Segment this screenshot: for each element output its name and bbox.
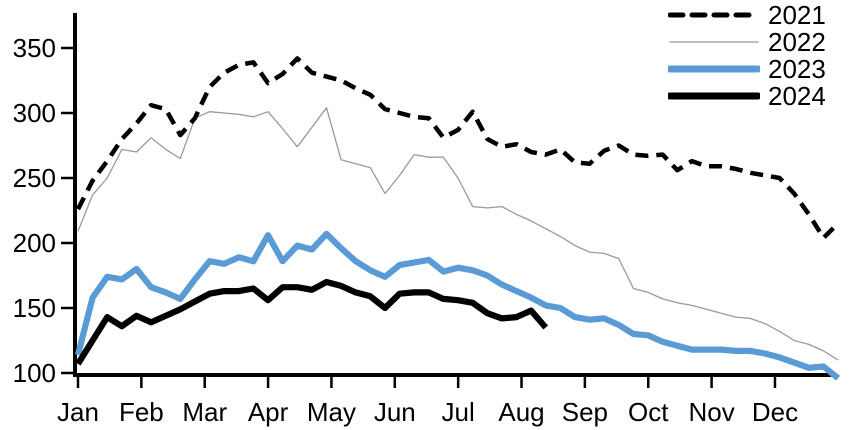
y-axis-label-200: 200 bbox=[13, 228, 56, 258]
y-axis-label-150: 150 bbox=[13, 293, 56, 323]
legend-label-2023: 2023 bbox=[768, 53, 826, 84]
x-axis-label-jan: Jan bbox=[57, 397, 99, 427]
x-axis-label-dec: Dec bbox=[752, 397, 798, 427]
legend-label-2024: 2024 bbox=[768, 80, 826, 111]
x-axis-label-nov: Nov bbox=[688, 397, 734, 427]
x-axis-label-jul: Jul bbox=[442, 397, 475, 427]
series-line-2022 bbox=[77, 107, 839, 361]
series-line-2021 bbox=[75, 56, 840, 241]
x-axis-label-may: May bbox=[307, 397, 356, 427]
y-axis-label-250: 250 bbox=[13, 163, 56, 193]
legend-row-2023: 2023 bbox=[668, 55, 826, 82]
y-axis-label-300: 300 bbox=[13, 98, 56, 128]
x-axis-label-jun: Jun bbox=[374, 397, 416, 427]
legend-row-2021: 2021 bbox=[668, 1, 826, 28]
legend: 2021 2022 2023 2024 bbox=[668, 1, 826, 109]
legend-label-2022: 2022 bbox=[768, 26, 826, 57]
legend-swatch-2021 bbox=[668, 12, 760, 17]
legend-swatch-2023 bbox=[668, 65, 760, 72]
x-axis-label-mar: Mar bbox=[182, 397, 227, 427]
x-axis-label-oct: Oct bbox=[628, 397, 669, 427]
x-axis-label-sep: Sep bbox=[562, 397, 608, 427]
y-axis-label-100: 100 bbox=[13, 358, 56, 388]
y-axis-label-350: 350 bbox=[13, 33, 56, 63]
legend-row-2022: 2022 bbox=[668, 28, 826, 55]
x-axis-label-feb: Feb bbox=[119, 397, 164, 427]
series-line-2023 bbox=[74, 230, 841, 381]
series-line-2024 bbox=[75, 278, 549, 366]
x-axis-label-apr: Apr bbox=[248, 397, 289, 427]
legend-swatch-2024 bbox=[668, 92, 760, 99]
legend-swatch-2022 bbox=[669, 40, 759, 43]
legend-row-2024: 2024 bbox=[668, 82, 826, 109]
x-axis-label-aug: Aug bbox=[498, 397, 544, 427]
legend-label-2021: 2021 bbox=[768, 0, 826, 30]
